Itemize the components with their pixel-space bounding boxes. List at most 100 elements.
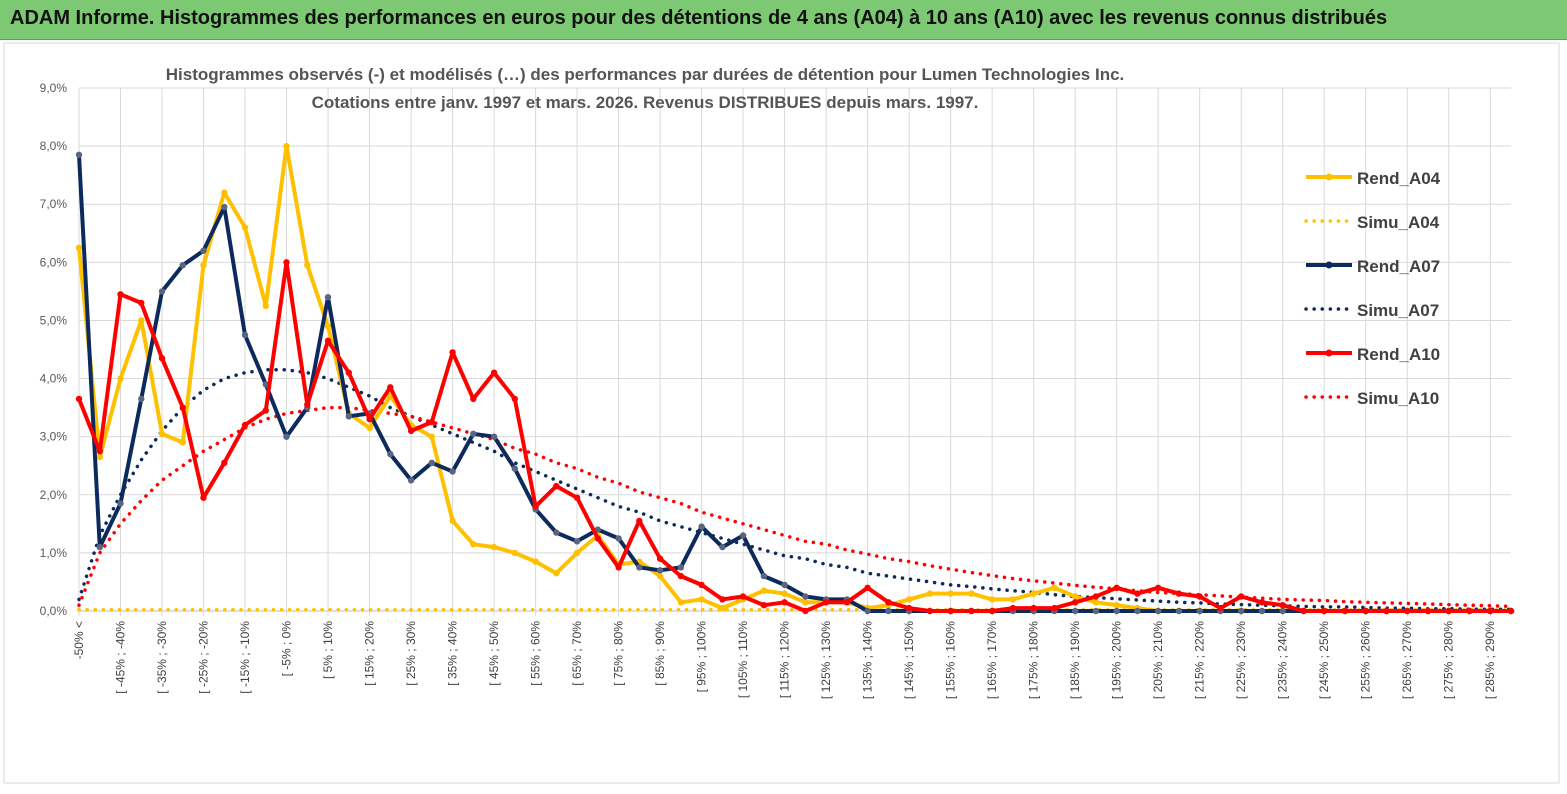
x-tick-label: [ 145% ; 150% [902, 621, 916, 699]
legend-label-Simu_A10: Simu_A10 [1357, 389, 1439, 408]
data-point-Rend_A10 [428, 418, 435, 426]
data-point-Rend_A04 [304, 262, 311, 269]
data-point-Rend_A10 [739, 593, 747, 600]
data-point-Rend_A04 [1009, 596, 1017, 603]
data-point-Rend_A04 [1051, 584, 1058, 591]
y-tick-label: 1,0% [40, 546, 68, 560]
data-point-Rend_A10 [1258, 599, 1266, 606]
y-tick-label: 7,0% [40, 197, 68, 211]
data-point-Rend_A04 [1092, 599, 1100, 606]
data-point-Rend_A10 [1466, 607, 1473, 615]
x-tick-label: [ -35% ; -30% [155, 621, 169, 694]
data-point-Rend_A10 [864, 584, 871, 591]
data-point-Rend_A10 [1445, 607, 1452, 615]
data-point-Rend_A04 [470, 541, 477, 548]
x-tick-label: [ 115% ; 120% [778, 621, 792, 698]
data-point-Rend_A10 [573, 494, 581, 501]
series-line-Simu_A10 [77, 405, 1513, 609]
data-point-Rend_A10 [760, 602, 768, 609]
data-point-Rend_A04 [968, 590, 975, 597]
data-point-Rend_A07 [553, 529, 560, 536]
data-point-Rend_A10 [1051, 604, 1058, 612]
data-point-Rend_A10 [1487, 607, 1494, 615]
data-point-Rend_A10 [1404, 607, 1411, 615]
data-point-Rend_A04 [1030, 590, 1037, 597]
data-point-Rend_A04 [138, 317, 145, 324]
data-point-Rend_A07 [677, 564, 685, 571]
data-point-Rend_A10 [781, 599, 788, 606]
performance-histogram-chart: 0,0% 1,0% 2,0% 3,0% 4,0% 5,0% 6,0% 7,0% 8,0% 9,0%… [3, 42, 1560, 784]
data-point-Rend_A07 [719, 543, 726, 551]
data-point-Rend_A07 [1196, 607, 1203, 615]
data-point-Rend_A10 [926, 607, 934, 615]
legend-label-Rend_A04: Rend_A04 [1357, 169, 1441, 188]
data-point-Rend_A10 [1196, 593, 1203, 600]
data-point-Rend_A10 [968, 607, 975, 615]
data-point-Rend_A04 [75, 244, 83, 251]
x-tick-label: [ 105% ; 110% [736, 621, 750, 698]
data-point-Rend_A07 [1258, 607, 1266, 615]
data-point-Rend_A10 [553, 482, 560, 490]
data-point-Rend_A04 [719, 604, 726, 612]
y-tick-label: 3,0% [40, 430, 68, 444]
data-point-Rend_A10 [117, 291, 124, 298]
data-point-Rend_A04 [241, 224, 249, 231]
data-point-Rend_A10 [304, 401, 311, 408]
x-tick-label: [ 25% ; 30% [404, 621, 418, 686]
data-point-Rend_A07 [885, 607, 892, 615]
x-tick-label: [ 5% ; 10% [321, 621, 335, 679]
data-point-Rend_A04 [490, 543, 498, 551]
data-point-Rend_A07 [324, 294, 332, 301]
data-point-Rend_A10 [200, 494, 207, 501]
data-point-Rend_A10 [1279, 602, 1286, 609]
data-point-Rend_A10 [636, 517, 643, 525]
report-banner: ADAM Informe. Histogrammes des performan… [0, 0, 1567, 40]
legend-label-Simu_A04: Simu_A04 [1357, 213, 1440, 232]
chart-subtitle: Cotations entre janv. 1997 et mars. 2026… [312, 93, 979, 112]
data-point-Rend_A10 [470, 395, 477, 403]
legend-label-Simu_A07: Simu_A07 [1357, 301, 1439, 320]
data-point-Rend_A04 [760, 587, 768, 594]
data-point-Rend_A07 [864, 607, 871, 615]
data-point-Rend_A04 [158, 430, 166, 437]
data-point-Rend_A10 [532, 503, 539, 510]
data-point-Rend_A10 [843, 599, 851, 606]
data-point-Rend_A07 [1092, 607, 1100, 615]
y-tick-label: 0,0% [40, 604, 68, 618]
data-point-Rend_A10 [407, 427, 415, 435]
data-point-Rend_A10 [677, 572, 685, 580]
data-point-Rend_A10 [1155, 584, 1162, 591]
data-point-Rend_A07 [407, 477, 415, 484]
data-point-Rend_A07 [221, 203, 228, 211]
x-tick-label: -50% < [72, 621, 86, 659]
data-point-Rend_A10 [1300, 607, 1307, 615]
data-point-Rend_A04 [926, 590, 934, 597]
data-point-Rend_A10 [656, 555, 664, 562]
x-tick-label: [ -45% ; -40% [114, 621, 128, 694]
data-point-Rend_A07 [698, 523, 705, 530]
x-tick-label: [ 195% ; 200% [1110, 621, 1124, 699]
data-point-Rend_A10 [615, 564, 622, 571]
data-point-Rend_A07 [96, 543, 104, 551]
series-line-Rend_A07 [77, 154, 1511, 613]
data-point-Rend_A04 [1113, 602, 1120, 609]
data-point-Rend_A10 [822, 599, 830, 606]
data-point-Rend_A10 [802, 607, 809, 615]
data-point-Rend_A10 [1113, 584, 1120, 591]
data-point-Rend_A07 [241, 331, 249, 339]
data-point-Rend_A07 [470, 430, 477, 437]
data-point-Rend_A04 [117, 375, 124, 382]
data-point-Rend_A04 [573, 549, 581, 557]
legend-marker-Rend_A04 [1325, 173, 1333, 181]
x-tick-label: [ 165% ; 170% [985, 621, 999, 699]
data-point-Rend_A07 [179, 262, 186, 269]
x-tick-label: [ 225% ; 230% [1234, 621, 1248, 699]
y-tick-label: 6,0% [40, 255, 68, 269]
x-tick-label: [ 35% ; 40% [446, 621, 460, 686]
data-point-Rend_A07 [75, 151, 83, 158]
data-point-Rend_A07 [739, 532, 747, 539]
data-point-Rend_A10 [158, 355, 166, 362]
x-tick-label: [ 135% ; 140% [861, 621, 875, 699]
data-point-Rend_A07 [387, 450, 394, 458]
y-tick-label: 4,0% [40, 372, 68, 386]
